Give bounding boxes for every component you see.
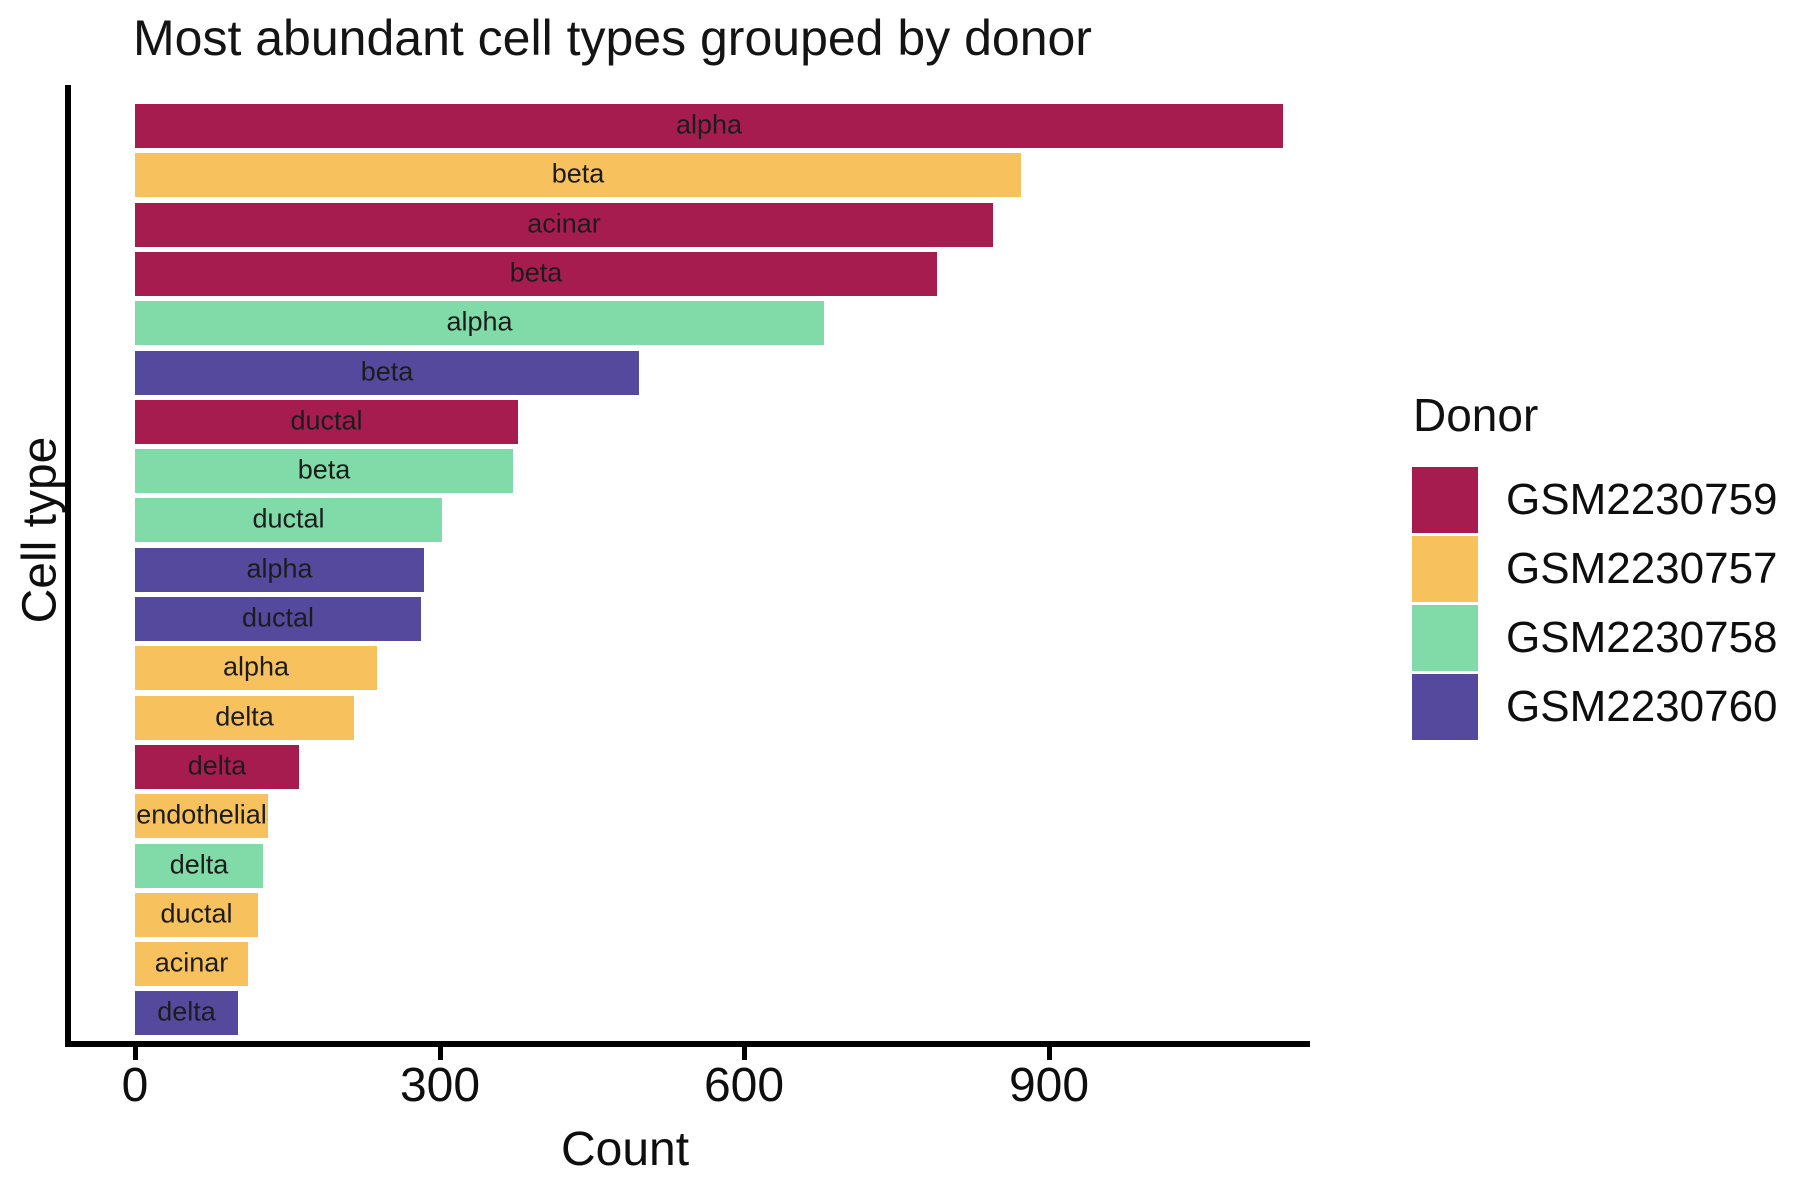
bar-ductal-GSM2230757: ductal [135, 893, 258, 937]
bar-acinar-GSM2230759: acinar [135, 203, 993, 247]
bar-beta-GSM2230760: beta [135, 351, 639, 395]
bar-label: endothelial [136, 799, 267, 830]
bar-label: alpha [246, 553, 313, 584]
x-tick [1047, 1047, 1052, 1060]
legend-title: Donor [1413, 389, 1539, 441]
plot-panel: alpha beta acinar beta alpha beta ductal beta du… [65, 85, 1310, 1060]
legend-entry-GSM2230760: GSM2230760 [1412, 673, 1778, 740]
bar-label: delta [157, 996, 216, 1027]
x-axis-label: Count [560, 1123, 690, 1176]
legend-swatch [1412, 673, 1478, 740]
legend-label: GSM2230757 [1506, 543, 1778, 593]
bar-label: alpha [446, 306, 513, 337]
legend-swatch [1412, 466, 1478, 533]
y-axis-label: Cell type [13, 436, 67, 624]
bar-label: delta [187, 750, 247, 781]
bar-delta-GSM2230758: delta [135, 844, 263, 888]
bar-beta-GSM2230758: beta [135, 449, 513, 493]
x-tick [742, 1047, 747, 1060]
bar-alpha-GSM2230759: alpha [135, 104, 1283, 148]
bar-ductal-GSM2230759: ductal [135, 400, 518, 444]
bar-delta-GSM2230760: delta [135, 991, 238, 1035]
legend-entry-GSM2230757: GSM2230757 [1412, 535, 1778, 602]
legend-label: GSM2230758 [1506, 612, 1778, 662]
bar-label: alpha [222, 651, 290, 682]
bar-label: ductal [290, 405, 363, 436]
chart-title: Most abundant cell types grouped by dono… [133, 10, 1092, 66]
bar-alpha-GSM2230760: alpha [135, 548, 424, 592]
bar-ductal-GSM2230760: ductal [135, 597, 421, 641]
bar-label: acinar [154, 947, 229, 978]
bar-beta-GSM2230757: beta [135, 153, 1021, 197]
bar-label: acinar [527, 208, 601, 239]
bar-endothelial-GSM2230757: endothelial [135, 794, 268, 838]
legend-label: GSM2230759 [1506, 474, 1778, 524]
bar-label: beta [509, 257, 563, 288]
bar-label: delta [169, 849, 229, 880]
bar-label: ductal [252, 503, 325, 534]
bar-label: alpha [675, 109, 743, 140]
legend-label: GSM2230760 [1506, 681, 1778, 731]
x-tick-label: 900 [1008, 1059, 1090, 1112]
bar-label: ductal [160, 898, 233, 929]
bar-acinar-GSM2230757: acinar [135, 942, 248, 986]
legend-entries-group: GSM2230759 GSM2230757 GSM2230758 GSM2230760 [1412, 466, 1778, 740]
legend: Donor GSM2230759 GSM2230757 GSM2230758 GSM2… [1412, 388, 1778, 742]
x-tick-label: 600 [703, 1059, 785, 1112]
bar-alpha-GSM2230757: alpha [135, 646, 377, 690]
bar-label: ductal [241, 602, 315, 633]
bar-label: beta [297, 454, 351, 485]
bar-label: beta [360, 356, 414, 387]
x-tick-label: 0 [121, 1059, 149, 1112]
bar-ductal-GSM2230758: ductal [135, 498, 442, 542]
x-tick [133, 1047, 138, 1060]
x-tick-label: 300 [399, 1059, 481, 1112]
bar-label: delta [215, 701, 274, 732]
legend-swatch [1412, 604, 1478, 671]
bar-delta-GSM2230759: delta [135, 745, 299, 789]
legend-entry-GSM2230758: GSM2230758 [1412, 604, 1778, 671]
bar-beta-GSM2230759: beta [135, 252, 937, 296]
legend-entry-GSM2230759: GSM2230759 [1412, 466, 1778, 533]
bar-label: beta [551, 158, 605, 189]
bar-delta-GSM2230757: delta [135, 696, 354, 740]
bar-alpha-GSM2230758: alpha [135, 301, 824, 345]
legend-swatch [1412, 535, 1478, 602]
x-tick [438, 1047, 443, 1060]
